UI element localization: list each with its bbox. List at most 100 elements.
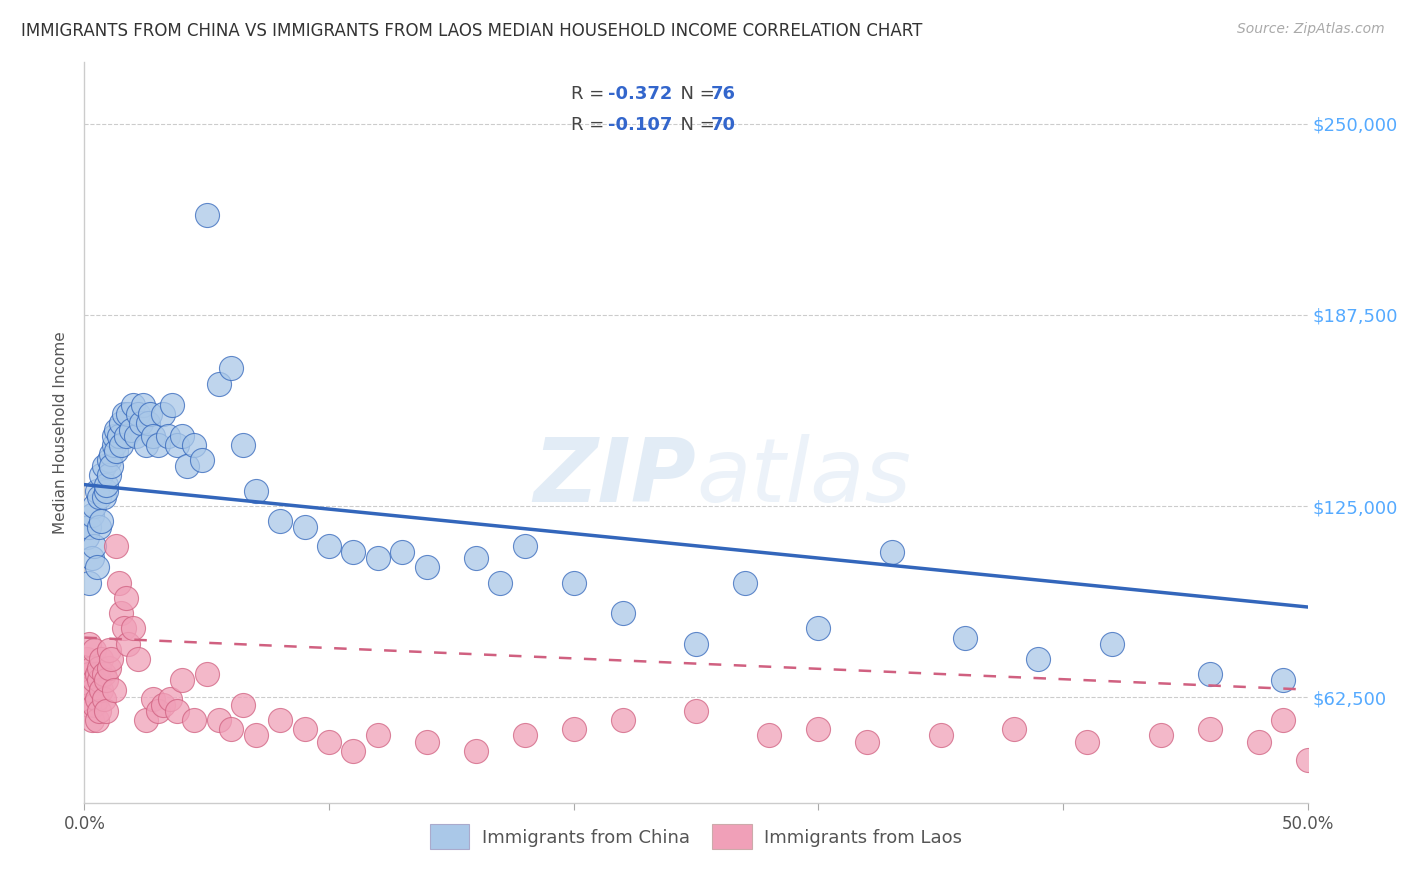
- Point: [142, 428, 165, 442]
- Point: [107, 575, 129, 590]
- Point: [90, 682, 112, 697]
- Point: [342, 744, 364, 758]
- Text: R =: R =: [571, 85, 610, 103]
- Point: [1198, 723, 1220, 737]
- Text: N =: N =: [669, 85, 720, 103]
- Point: [125, 428, 148, 442]
- Point: [77, 520, 100, 534]
- Point: [269, 713, 291, 727]
- Text: 76: 76: [710, 85, 735, 103]
- Point: [146, 704, 169, 718]
- Point: [86, 691, 108, 706]
- Point: [105, 444, 128, 458]
- Point: [96, 704, 118, 718]
- Point: [93, 691, 115, 706]
- Point: [159, 691, 181, 706]
- Point: [245, 729, 267, 743]
- Point: [76, 530, 98, 544]
- Point: [135, 713, 157, 727]
- Point: [294, 723, 316, 737]
- Point: [612, 713, 634, 727]
- Point: [172, 428, 194, 442]
- Point: [856, 734, 879, 748]
- Point: [103, 428, 125, 442]
- Point: [152, 407, 174, 421]
- Point: [122, 622, 145, 636]
- Legend: Immigrants from China, Immigrants from Laos: Immigrants from China, Immigrants from L…: [423, 817, 969, 856]
- Point: [612, 606, 634, 620]
- Point: [685, 704, 707, 718]
- Point: [110, 606, 132, 620]
- Point: [87, 673, 110, 688]
- Point: [103, 438, 125, 452]
- Text: atlas: atlas: [696, 434, 911, 520]
- Point: [464, 551, 486, 566]
- Text: 70: 70: [710, 116, 735, 134]
- Point: [93, 667, 115, 681]
- Point: [112, 622, 135, 636]
- Text: R =: R =: [571, 116, 610, 134]
- Point: [489, 575, 512, 590]
- Point: [1101, 637, 1123, 651]
- Point: [156, 428, 179, 442]
- Point: [129, 417, 152, 431]
- Point: [77, 637, 100, 651]
- Point: [294, 520, 316, 534]
- Point: [1272, 673, 1295, 688]
- Point: [90, 514, 112, 528]
- Point: [208, 376, 231, 391]
- Point: [880, 545, 903, 559]
- Point: [115, 428, 138, 442]
- Point: [183, 713, 205, 727]
- Point: [97, 643, 120, 657]
- Point: [135, 438, 157, 452]
- Point: [86, 483, 108, 498]
- Point: [117, 637, 139, 651]
- Point: [562, 723, 585, 737]
- Point: [1028, 652, 1050, 666]
- Point: [100, 447, 122, 461]
- Point: [162, 398, 184, 412]
- Point: [1198, 667, 1220, 681]
- Point: [1002, 723, 1025, 737]
- Point: [195, 208, 218, 222]
- Point: [1150, 729, 1173, 743]
- Point: [367, 729, 389, 743]
- Point: [146, 438, 169, 452]
- Point: [80, 508, 103, 523]
- Point: [1272, 713, 1295, 727]
- Point: [100, 459, 122, 474]
- Point: [391, 545, 413, 559]
- Point: [97, 468, 120, 483]
- Point: [318, 734, 340, 748]
- Point: [953, 631, 976, 645]
- Point: [76, 652, 98, 666]
- Point: [120, 423, 142, 437]
- Point: [107, 428, 129, 442]
- Point: [416, 560, 439, 574]
- Point: [97, 453, 120, 467]
- Point: [117, 407, 139, 421]
- Point: [142, 691, 165, 706]
- Point: [513, 729, 536, 743]
- Point: [87, 520, 110, 534]
- Point: [562, 575, 585, 590]
- Point: [416, 734, 439, 748]
- Point: [1296, 753, 1319, 767]
- Point: [76, 682, 98, 697]
- Point: [318, 539, 340, 553]
- Y-axis label: Median Household Income: Median Household Income: [53, 331, 69, 534]
- Point: [219, 723, 242, 737]
- Text: -0.372: -0.372: [607, 85, 672, 103]
- Point: [86, 560, 108, 574]
- Point: [83, 539, 105, 553]
- Point: [86, 667, 108, 681]
- Point: [105, 539, 128, 553]
- Point: [191, 453, 214, 467]
- Point: [232, 698, 254, 712]
- Point: [112, 407, 135, 421]
- Point: [219, 361, 242, 376]
- Point: [105, 423, 128, 437]
- Point: [96, 483, 118, 498]
- Point: [136, 417, 159, 431]
